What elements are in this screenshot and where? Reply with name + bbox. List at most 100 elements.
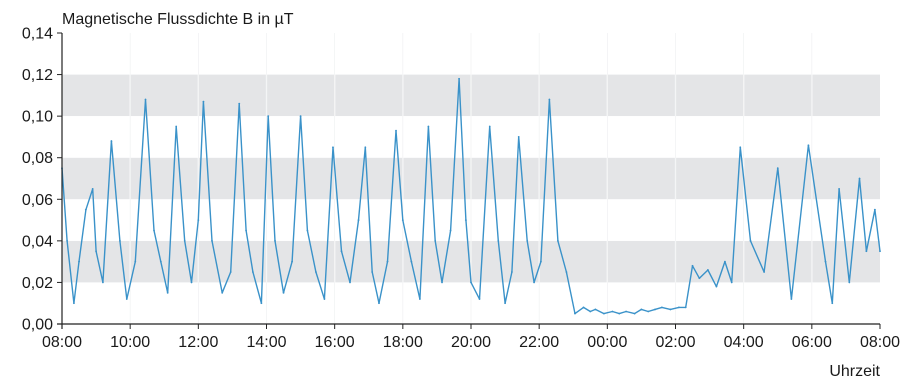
data-point — [526, 239, 529, 242]
data-point — [78, 260, 80, 263]
data-point — [618, 312, 621, 315]
data-point — [221, 291, 224, 294]
data-point — [299, 115, 302, 118]
data-point — [478, 298, 481, 300]
data-point — [349, 281, 351, 284]
data-point — [879, 250, 881, 253]
data-point — [763, 271, 766, 273]
data-point — [274, 239, 276, 242]
data-point — [190, 281, 193, 284]
data-point — [340, 250, 343, 253]
data-point — [282, 291, 285, 294]
data-point — [654, 308, 656, 311]
data-point — [401, 219, 404, 221]
data-point — [332, 146, 334, 149]
data-point — [306, 229, 309, 232]
data-point — [464, 219, 467, 221]
data-point — [647, 310, 650, 313]
x-tick-label: 18:00 — [383, 334, 423, 351]
data-point — [458, 77, 460, 80]
data-point — [175, 125, 178, 128]
data-point — [166, 291, 169, 294]
data-point — [418, 298, 421, 300]
y-tick-label: 0,04 — [22, 233, 53, 250]
data-point — [582, 306, 585, 309]
data-point — [574, 312, 576, 315]
data-point — [110, 140, 113, 142]
data-point — [371, 271, 374, 273]
data-point — [539, 260, 542, 263]
data-point — [357, 219, 360, 221]
y-tick-label: 0,00 — [22, 317, 53, 334]
data-point — [715, 285, 718, 288]
y-tick-label: 0,12 — [22, 67, 53, 84]
axes — [57, 33, 880, 329]
data-point — [229, 271, 232, 273]
x-tick-label: 06:00 — [792, 334, 832, 351]
x-tick-label: 22:00 — [519, 334, 559, 351]
x-tick-label: 20:00 — [451, 334, 491, 351]
data-point — [245, 229, 247, 232]
data-point — [211, 239, 213, 242]
data-point — [611, 310, 614, 313]
data-point — [706, 269, 709, 271]
data-point — [267, 115, 270, 118]
x-tick-label: 04:00 — [724, 334, 764, 351]
data-point — [119, 239, 121, 242]
data-point — [749, 239, 752, 242]
x-tick-labels: 08:00 10:00 12:00 14:00 16:00 18:00 20:00 22:00… — [42, 324, 900, 351]
y-axis-title: Magnetische Flussdichte B in µT — [62, 11, 294, 28]
y-tick-label: 0,14 — [22, 26, 53, 43]
data-point — [291, 260, 293, 263]
data-point — [197, 219, 200, 221]
data-point — [470, 281, 472, 284]
data-point — [159, 260, 162, 263]
data-point — [633, 312, 636, 315]
data-point — [678, 306, 680, 309]
data-point — [84, 208, 87, 211]
y-tick-label: 0,08 — [22, 150, 53, 167]
data-point — [153, 229, 155, 232]
data-point — [724, 260, 726, 263]
x-axis-title: Uhrzeit — [829, 363, 880, 380]
data-point — [565, 271, 568, 273]
y-tick-label: 0,10 — [22, 109, 53, 126]
data-point — [589, 310, 592, 313]
series-layer — [61, 77, 881, 315]
x-tick-label: 14:00 — [246, 334, 286, 351]
data-point — [73, 302, 75, 305]
data-point — [434, 239, 437, 242]
data-point — [441, 281, 443, 284]
data-point — [848, 281, 851, 284]
x-tick-label: 08:00 — [860, 334, 900, 351]
data-point — [548, 98, 551, 101]
data-point — [488, 125, 491, 128]
data-point — [807, 144, 810, 147]
data-point — [660, 306, 663, 309]
data-point — [511, 271, 513, 273]
data-point — [66, 239, 69, 242]
x-tick-label: 12:00 — [178, 334, 218, 351]
data-point — [684, 306, 687, 309]
x-tick-label: 08:00 — [42, 334, 82, 351]
data-point — [739, 146, 742, 149]
data-point — [691, 264, 694, 267]
data-point — [251, 271, 254, 273]
data-point — [669, 308, 672, 311]
data-point — [873, 208, 876, 211]
data-point — [640, 308, 643, 311]
data-point — [831, 302, 834, 305]
data-point — [378, 302, 380, 305]
data-point — [790, 298, 793, 300]
data-point — [698, 277, 701, 280]
data-point — [533, 281, 535, 284]
data-point — [625, 310, 627, 313]
data-point — [386, 260, 389, 263]
data-point — [824, 260, 827, 263]
data-point — [183, 239, 186, 242]
data-point — [427, 125, 430, 128]
data-point — [202, 100, 205, 103]
data-point — [395, 129, 397, 132]
